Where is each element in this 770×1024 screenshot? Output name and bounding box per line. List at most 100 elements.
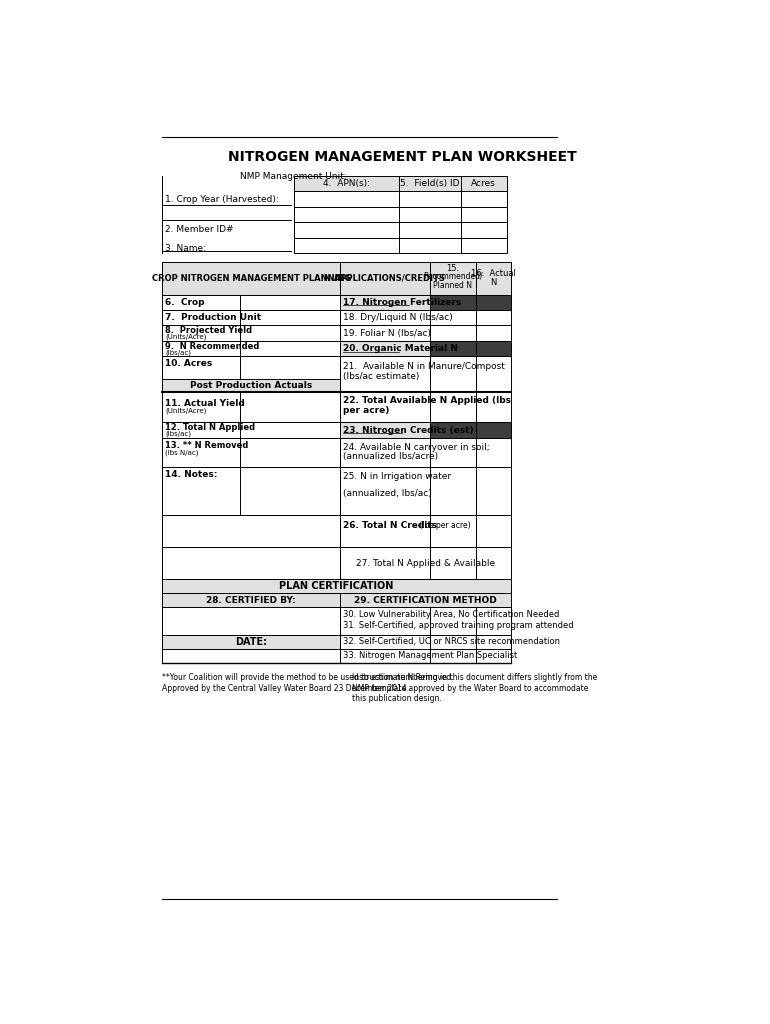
Bar	[162, 515, 340, 547]
Bar	[476, 391, 511, 423]
Text: 11. Actual Yield: 11. Actual Yield	[166, 399, 245, 409]
Text: 10. Acres: 10. Acres	[166, 359, 213, 369]
Text: 23. Nitrogen Credits (est): 23. Nitrogen Credits (est)	[343, 426, 474, 434]
Text: (Units/Acre): (Units/Acre)	[166, 334, 206, 340]
Bar	[294, 176, 399, 191]
Text: 18. Dry/Liquid N (lbs/ac): 18. Dry/Liquid N (lbs/ac)	[343, 313, 454, 323]
Bar	[162, 391, 239, 423]
Text: 33. Nitrogen Management Plan Specialist: 33. Nitrogen Management Plan Specialist	[343, 651, 517, 660]
Text: 25. N in Irrigation water: 25. N in Irrigation water	[343, 472, 451, 481]
Text: Acres: Acres	[471, 179, 496, 188]
Bar	[239, 423, 340, 438]
Text: N APPLICATIONS/CREDITS: N APPLICATIONS/CREDITS	[324, 273, 445, 283]
Bar	[162, 310, 239, 326]
Text: CROP NITROGEN MANAGEMENT PLANNING: CROP NITROGEN MANAGEMENT PLANNING	[152, 273, 351, 283]
Text: NITROGEN MANAGEMENT PLAN WORKSHEET: NITROGEN MANAGEMENT PLAN WORKSHEET	[228, 150, 577, 164]
Bar	[239, 341, 340, 356]
Text: 5.  Field(s) ID: 5. Field(s) ID	[400, 179, 459, 188]
Bar	[162, 649, 340, 663]
Text: Recommended/: Recommended/	[423, 271, 483, 281]
Bar	[340, 515, 430, 547]
Bar	[430, 515, 476, 547]
Text: DATE:: DATE:	[235, 637, 267, 647]
Bar	[294, 191, 399, 207]
Bar	[162, 423, 239, 438]
Text: 3. Name:: 3. Name:	[166, 244, 206, 253]
Text: 27. Total N Applied & Available: 27. Total N Applied & Available	[356, 559, 495, 568]
Bar	[239, 438, 340, 467]
Bar	[399, 191, 460, 207]
Text: (annualized lbs/acre): (annualized lbs/acre)	[343, 452, 439, 461]
Text: PLAN CERTIFICATION: PLAN CERTIFICATION	[280, 582, 393, 592]
Bar	[340, 635, 430, 649]
Bar	[476, 547, 511, 580]
Bar	[162, 580, 511, 593]
Bar	[476, 635, 511, 649]
Text: 15.: 15.	[446, 264, 460, 273]
Text: 8.  Projected Yield: 8. Projected Yield	[166, 327, 253, 335]
Bar	[476, 295, 511, 310]
Bar	[430, 341, 476, 356]
Text: 6.  Crop: 6. Crop	[166, 298, 205, 307]
Bar	[460, 238, 507, 253]
Bar	[162, 379, 340, 391]
Text: 31. Self-Certified, approved training program attended: 31. Self-Certified, approved training pr…	[343, 622, 574, 630]
Bar	[239, 467, 340, 515]
Text: 9.  N Recommended: 9. N Recommended	[166, 342, 259, 350]
Bar	[430, 326, 476, 341]
Text: 2. Member ID#: 2. Member ID#	[166, 225, 234, 234]
Text: 29. CERTIFICATION METHOD: 29. CERTIFICATION METHOD	[354, 596, 497, 605]
Bar	[162, 593, 340, 607]
Bar	[340, 262, 430, 295]
Bar	[476, 356, 511, 391]
Bar	[476, 649, 511, 663]
Bar	[340, 438, 430, 467]
Bar	[340, 467, 430, 515]
Text: 14. Notes:: 14. Notes:	[166, 470, 218, 479]
Bar	[162, 341, 239, 356]
Text: per acre): per acre)	[343, 406, 390, 415]
Bar	[340, 326, 430, 341]
Bar	[476, 423, 511, 438]
Text: 7.  Production Unit: 7. Production Unit	[166, 313, 261, 323]
Bar	[430, 467, 476, 515]
Text: 32. Self-Certified, UC or NRCS site recommendation: 32. Self-Certified, UC or NRCS site reco…	[343, 637, 561, 646]
Bar	[430, 547, 476, 580]
Bar	[340, 607, 430, 635]
Bar	[340, 356, 430, 391]
Text: 16.  Actual: 16. Actual	[471, 268, 516, 278]
Bar	[476, 341, 511, 356]
Bar	[294, 207, 399, 222]
Text: 20. Organic Material N: 20. Organic Material N	[343, 344, 458, 353]
Text: 28. CERTIFIED BY:: 28. CERTIFIED BY:	[206, 596, 296, 605]
Text: Instruction numbering in this document differs slightly from the
NMP template ap: Instruction numbering in this document d…	[352, 674, 598, 703]
Text: (lbs/ac): (lbs/ac)	[166, 431, 191, 437]
Bar	[162, 547, 340, 580]
Bar	[460, 207, 507, 222]
Bar	[340, 649, 430, 663]
Bar	[162, 295, 239, 310]
Bar	[430, 438, 476, 467]
Bar	[239, 310, 340, 326]
Text: (Units/Acre): (Units/Acre)	[166, 408, 206, 414]
Bar	[340, 310, 430, 326]
Text: 30. Low Vulnerability Area, No Certification Needed: 30. Low Vulnerability Area, No Certifica…	[343, 610, 560, 620]
Text: Post Production Actuals: Post Production Actuals	[190, 381, 313, 390]
Bar	[162, 356, 239, 391]
Text: 13. ** N Removed: 13. ** N Removed	[166, 441, 249, 450]
Text: 24. Available N carryover in soil;: 24. Available N carryover in soil;	[343, 442, 490, 452]
Bar	[239, 295, 340, 310]
Bar	[162, 262, 340, 295]
Bar	[399, 207, 460, 222]
Text: (annualized, lbs/ac): (annualized, lbs/ac)	[343, 488, 432, 498]
Bar	[476, 310, 511, 326]
Text: 12. Total N Applied: 12. Total N Applied	[166, 423, 256, 432]
Bar	[476, 326, 511, 341]
Bar	[162, 438, 239, 467]
Bar	[294, 222, 399, 238]
Bar	[460, 191, 507, 207]
Bar	[430, 635, 476, 649]
Text: (lbs/ac): (lbs/ac)	[166, 349, 191, 355]
Bar	[460, 222, 507, 238]
Bar	[476, 515, 511, 547]
